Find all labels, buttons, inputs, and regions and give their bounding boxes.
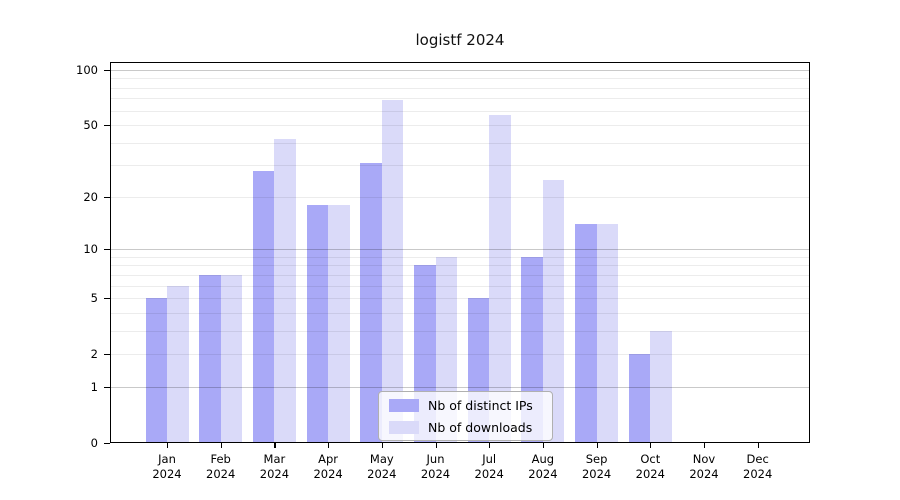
bar-downloads-jan bbox=[167, 285, 189, 443]
legend-swatch-distinct-ips bbox=[389, 398, 419, 412]
gridline-minor-90 bbox=[110, 78, 810, 80]
x-tick-label-dec: Dec 2024 bbox=[743, 452, 773, 481]
y-tick-mark-20 bbox=[104, 196, 110, 199]
legend-item-downloads: Nb of downloads bbox=[389, 418, 542, 436]
bar-downloads-jul bbox=[489, 114, 511, 443]
x-tick-mark-aug bbox=[542, 443, 545, 448]
y-tick-label-50: 50 bbox=[83, 118, 98, 133]
x-tick-mark-sep bbox=[596, 443, 598, 448]
gridline-major-10 bbox=[110, 249, 810, 251]
x-tick-label-jul: Jul 2024 bbox=[474, 452, 504, 481]
y-tick-label-0: 0 bbox=[90, 436, 98, 450]
bar-downloads-aug bbox=[542, 179, 565, 443]
bar-distinct-ips-oct bbox=[628, 354, 651, 443]
x-tick-label-oct: Oct 2024 bbox=[635, 452, 665, 481]
x-tick-mark-nov bbox=[704, 443, 706, 448]
x-tick-mark-jan bbox=[167, 443, 169, 448]
x-tick-label-nov: Nov 2024 bbox=[689, 452, 719, 481]
y-tick-mark-5 bbox=[104, 298, 110, 300]
gridline-minor-30 bbox=[110, 165, 810, 167]
x-tick-mark-feb bbox=[220, 443, 222, 448]
x-tick-mark-may bbox=[381, 443, 383, 448]
y-tick-label-20: 20 bbox=[83, 189, 98, 204]
bar-distinct-ips-mar bbox=[252, 170, 275, 443]
gridline-minor-80 bbox=[110, 87, 810, 89]
y-tick-label-5: 5 bbox=[90, 291, 98, 306]
legend-label-downloads: Nb of downloads bbox=[428, 419, 533, 435]
y-tick-label-1: 1 bbox=[90, 379, 98, 394]
y-tick-mark-0 bbox=[104, 443, 110, 445]
legend-item-distinct-ips: Nb of distinct IPs bbox=[389, 396, 542, 414]
x-tick-label-aug: Aug 2024 bbox=[528, 452, 558, 481]
y-tick-label-100: 100 bbox=[76, 63, 98, 77]
x-tick-label-may: May 2024 bbox=[367, 452, 397, 481]
bar-distinct-ips-may bbox=[360, 162, 382, 443]
gridline-minor-20 bbox=[110, 196, 810, 198]
y-tick-mark-100 bbox=[104, 70, 110, 72]
bar-distinct-ips-jan bbox=[145, 298, 167, 443]
x-tick-label-feb: Feb 2024 bbox=[206, 452, 236, 481]
legend-swatch-downloads bbox=[389, 420, 419, 434]
gridline-minor-70 bbox=[110, 98, 810, 100]
y-tick-mark-2 bbox=[104, 354, 110, 356]
y-tick-label-10: 10 bbox=[83, 242, 98, 257]
legend-label-distinct-ips: Nb of distinct IPs bbox=[428, 397, 533, 413]
gridline-minor-40 bbox=[110, 142, 810, 144]
y-tick-label-2: 2 bbox=[90, 347, 98, 362]
x-tick-mark-mar bbox=[274, 443, 276, 448]
x-tick-mark-apr bbox=[328, 443, 330, 448]
x-tick-mark-jun bbox=[435, 443, 437, 448]
x-tick-label-apr: Apr 2024 bbox=[313, 452, 343, 481]
bar-distinct-ips-feb bbox=[199, 274, 221, 443]
x-tick-label-jan: Jan 2024 bbox=[152, 452, 182, 481]
y-tick-mark-10 bbox=[104, 249, 110, 251]
gridline-minor-9 bbox=[110, 256, 810, 258]
bar-downloads-feb bbox=[220, 274, 243, 443]
x-tick-mark-dec bbox=[757, 443, 759, 448]
bar-downloads-oct bbox=[650, 330, 672, 443]
bar-downloads-sep bbox=[596, 224, 619, 443]
bar-downloads-mar bbox=[274, 139, 296, 443]
x-tick-mark-jul bbox=[489, 443, 491, 448]
bar-distinct-ips-apr bbox=[306, 205, 329, 443]
y-tick-mark-1 bbox=[104, 386, 110, 389]
legend: Nb of distinct IPs Nb of downloads bbox=[378, 391, 553, 441]
bar-downloads-may bbox=[381, 99, 404, 443]
x-tick-mark-oct bbox=[650, 443, 652, 448]
gridline-minor-60 bbox=[110, 110, 810, 112]
x-tick-label-mar: Mar 2024 bbox=[259, 452, 290, 481]
x-tick-label-jun: Jun 2024 bbox=[420, 452, 451, 481]
y-tick-mark-50 bbox=[104, 125, 110, 127]
gridline-major-100 bbox=[110, 70, 810, 71]
chart-title: logistf 2024 bbox=[415, 31, 505, 49]
gridline-minor-50 bbox=[110, 125, 810, 127]
bar-downloads-apr bbox=[328, 205, 350, 443]
x-tick-label-sep: Sep 2024 bbox=[581, 452, 612, 481]
bar-distinct-ips-sep bbox=[575, 224, 597, 443]
gridline-minor-8 bbox=[110, 265, 810, 267]
